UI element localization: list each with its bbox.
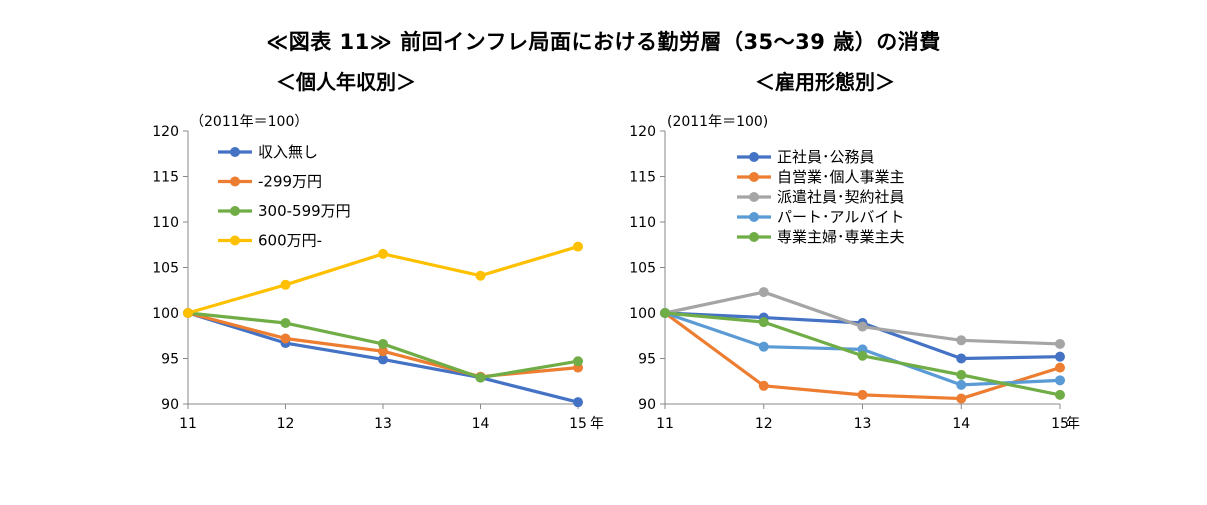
data-point (857, 389, 868, 400)
data-point (956, 379, 967, 390)
x-tick-label: 15 (1051, 416, 1069, 432)
y-tick-label: 95 (161, 352, 179, 368)
data-point (280, 333, 291, 344)
y-tick-label: 115 (629, 170, 656, 186)
x-tick-label: 13 (374, 416, 392, 432)
legend-label: パート･アルバイト (777, 208, 904, 226)
data-point (857, 321, 868, 332)
legend-label: 正社員･公務員 (777, 148, 875, 166)
y-tick-label: 90 (161, 397, 179, 413)
index-note: （2011年＝100） (190, 114, 308, 130)
data-point (475, 372, 486, 383)
data-point (1055, 389, 1065, 400)
data-point (573, 397, 583, 408)
x-tick-label: 12 (277, 416, 295, 432)
data-point (758, 380, 769, 391)
x-unit-label: 年 (590, 416, 604, 432)
data-point (956, 335, 967, 346)
y-tick-label: 110 (629, 215, 656, 231)
x-tick-label: 14 (472, 416, 490, 432)
legend-label: 600万円- (258, 232, 322, 250)
data-point (573, 241, 583, 252)
legend-label: 300-599万円 (258, 202, 351, 220)
legend-marker (749, 192, 759, 202)
index-note: (2011年＝100) (667, 114, 768, 130)
data-point (956, 353, 967, 364)
y-tick-label: 110 (152, 215, 179, 231)
legend-label: 収入無し (258, 143, 318, 161)
data-point (475, 270, 486, 281)
y-tick-label: 100 (152, 306, 179, 322)
data-point (378, 346, 388, 357)
page-title: ≪図表 11≫ 前回インフレ局面における勤労層（35～39 歳）の消費 (266, 30, 941, 54)
y-tick-label: 100 (629, 306, 656, 322)
y-tick-label: 90 (638, 397, 656, 413)
legend-marker (749, 212, 759, 222)
legend-marker (749, 232, 759, 242)
data-point (956, 393, 967, 404)
data-point (378, 354, 388, 365)
legend-label: -299万円 (258, 173, 322, 191)
y-tick-label: 120 (629, 124, 656, 140)
data-point (280, 279, 291, 290)
data-point (378, 338, 388, 349)
data-point (956, 369, 967, 380)
y-tick-label: 115 (152, 170, 179, 186)
legend-label: 自営業･個人事業主 (777, 168, 905, 186)
data-point (660, 308, 670, 318)
data-point (280, 318, 291, 329)
data-point (1055, 362, 1065, 373)
chart-subtitle-income: ＜個人年収別＞ (276, 70, 416, 94)
data-point (758, 287, 769, 298)
legend-marker (230, 235, 240, 246)
x-tick-label: 11 (179, 416, 197, 432)
data-point (1055, 338, 1065, 349)
data-point (758, 341, 769, 352)
data-point (573, 356, 583, 367)
legend-marker (230, 147, 240, 157)
data-point (857, 350, 868, 361)
data-point (183, 308, 193, 318)
chart-subtitle-employment: ＜雇用形態別＞ (755, 70, 895, 94)
y-tick-label: 105 (629, 261, 656, 277)
legend-label: 専業主婦･専業主夫 (777, 228, 905, 246)
y-tick-label: 95 (638, 352, 656, 368)
data-point (1055, 375, 1065, 386)
legend-label: 派遣社員･契約社員 (777, 188, 905, 206)
data-point (378, 248, 388, 259)
data-point (1055, 351, 1065, 362)
legend-marker (230, 176, 240, 187)
legend-marker (749, 152, 759, 162)
data-point (758, 317, 769, 328)
x-tick-label: 13 (854, 416, 872, 432)
x-tick-label: 11 (656, 416, 674, 432)
legend-marker (749, 172, 759, 182)
x-tick-label: 15 (569, 416, 587, 432)
y-tick-label: 105 (152, 261, 179, 277)
y-tick-label: 120 (152, 124, 179, 140)
x-tick-label: 12 (755, 416, 773, 432)
legend-marker (230, 206, 240, 216)
x-tick-label: 14 (952, 416, 970, 432)
x-unit-label: 年 (1066, 416, 1080, 432)
